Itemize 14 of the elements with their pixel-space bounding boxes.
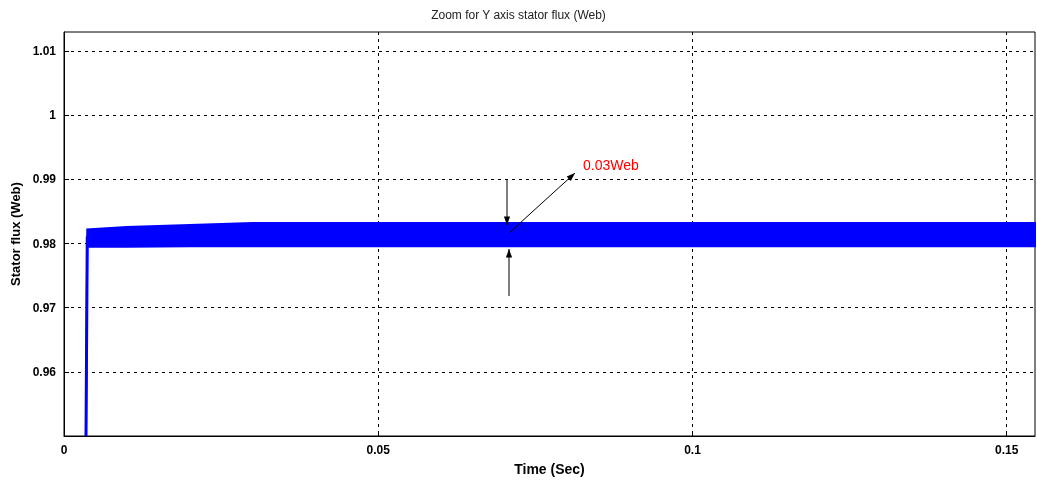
chart-title: Zoom for Y axis stator flux (Web) — [431, 8, 606, 22]
y-tick-label: 0.96 — [32, 364, 57, 379]
y-axis-title: Stator flux (Web) — [7, 182, 23, 286]
annotation: 0.03Web — [583, 156, 639, 173]
x-tick-label: 0 — [60, 443, 68, 457]
y-tick-label: 0.97 — [32, 300, 57, 315]
y-tick-label: 1.01 — [32, 44, 57, 59]
x-axis-title: Time (Sec) — [514, 461, 585, 477]
x-tick-label: 0.1 — [684, 443, 702, 457]
y-tick-label: 0.98 — [32, 236, 57, 251]
x-tick-label: 0.15 — [995, 443, 1019, 457]
y-tick-label: 0.99 — [32, 172, 57, 187]
y-tick-label: 1 — [49, 108, 57, 123]
x-tick-label: 0.05 — [366, 443, 391, 457]
